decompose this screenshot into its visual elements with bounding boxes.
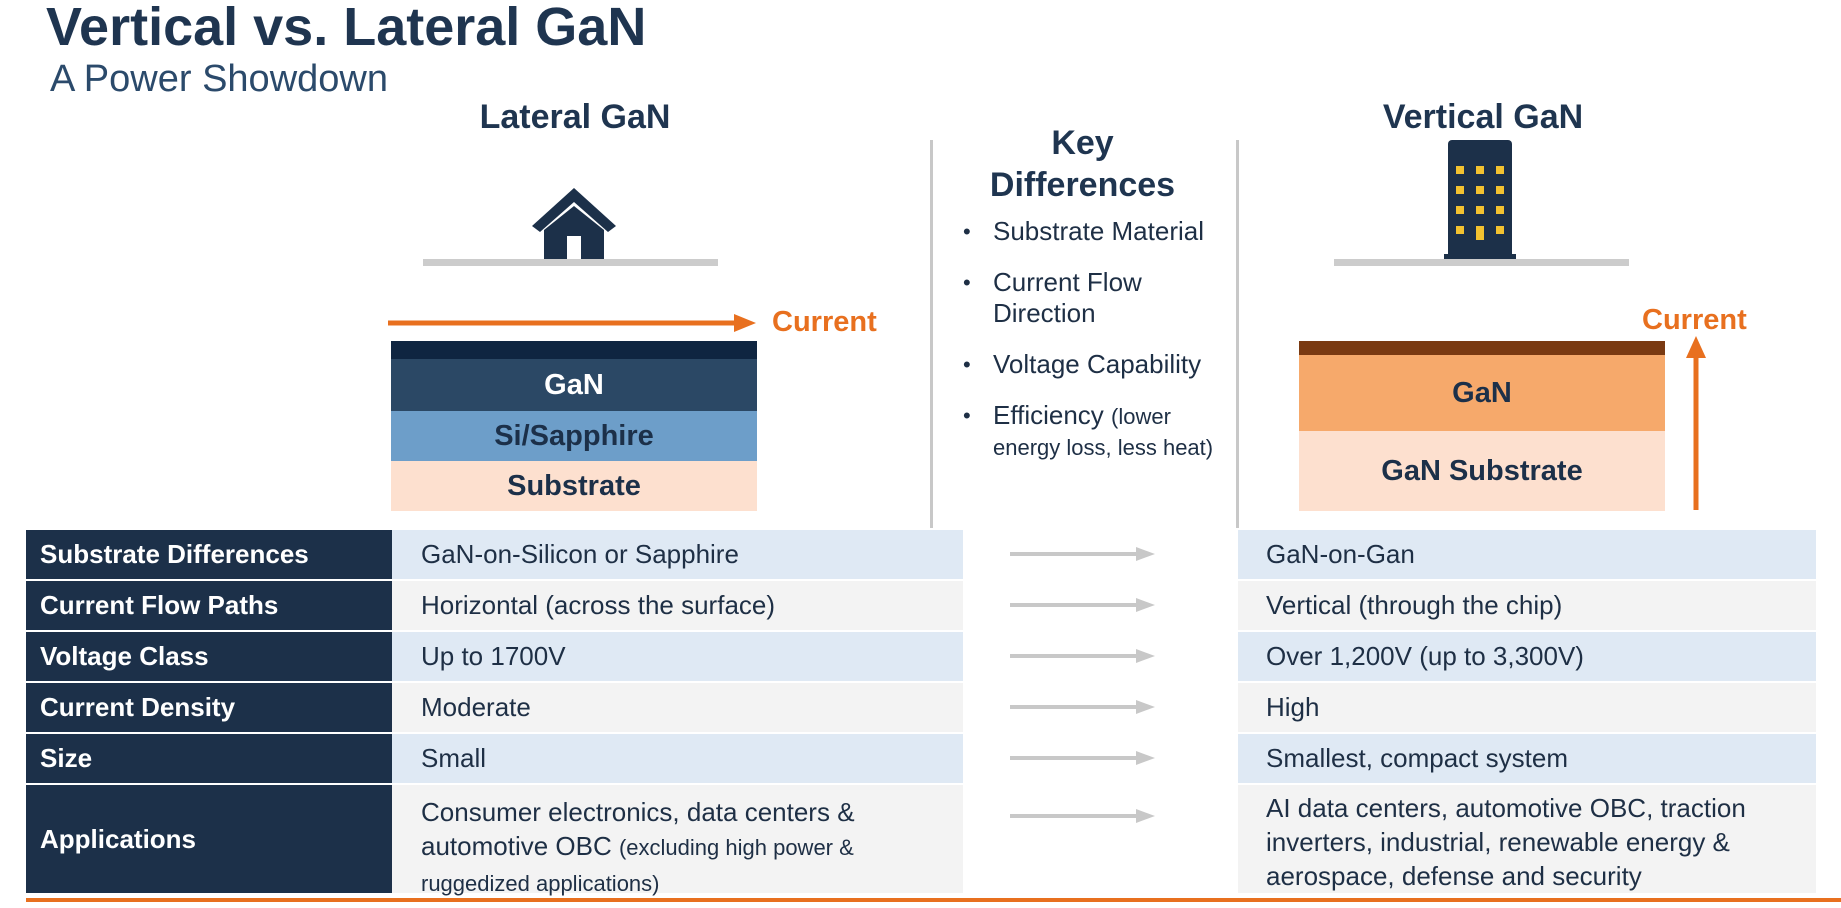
lateral-ground-line bbox=[423, 259, 718, 266]
key-difference-item-note: (lower energy loss, less heat) bbox=[993, 404, 1214, 460]
lateral-cell-note: (excluding high power & ruggedized appli… bbox=[421, 835, 854, 896]
lateral-heading: Lateral GaN bbox=[479, 98, 671, 136]
key-difference-item: Voltage Capability bbox=[963, 349, 1243, 380]
vertical-cell: Smallest, compact system bbox=[1238, 734, 1816, 783]
row-arrow-icon bbox=[1010, 809, 1155, 823]
bottom-rule bbox=[26, 898, 1841, 902]
lateral-cell: Horizontal (across the surface) bbox=[392, 581, 963, 630]
lateral-cell: Consumer electronics, data centers & aut… bbox=[392, 785, 963, 896]
lateral-si-sapphire-layer: Si/Sapphire bbox=[391, 411, 757, 461]
row-arrow-icon bbox=[1010, 547, 1155, 561]
vertical-substrate-layer: GaN Substrate bbox=[1299, 431, 1665, 511]
vertical-cell: Vertical (through the chip) bbox=[1238, 581, 1816, 630]
table-row: Applications Consumer electronics, data … bbox=[26, 785, 1816, 896]
table-row: Voltage Class Up to 1700V Over 1,200V (u… bbox=[26, 632, 1816, 681]
building-icon bbox=[1444, 140, 1516, 260]
page-subtitle: A Power Showdown bbox=[50, 58, 388, 100]
vertical-cell: AI data centers, automotive OBC, tractio… bbox=[1238, 785, 1816, 893]
vertical-top-metal-layer bbox=[1299, 341, 1665, 355]
lateral-layer-stack: GaN Si/Sapphire Substrate bbox=[391, 341, 757, 511]
lateral-gan-layer: GaN bbox=[391, 359, 757, 411]
lateral-substrate-layer: Substrate bbox=[391, 461, 757, 511]
row-label: Substrate Differences bbox=[26, 530, 404, 579]
table-row: Size Small Smallest, compact system bbox=[26, 734, 1816, 783]
lateral-cell: Moderate bbox=[392, 683, 963, 732]
lateral-cell: Up to 1700V bbox=[392, 632, 963, 681]
key-difference-item-label: Efficiency bbox=[993, 400, 1104, 430]
lateral-current-label: Current bbox=[772, 306, 877, 338]
table-row: Substrate Differences GaN-on-Silicon or … bbox=[26, 530, 1816, 579]
key-difference-item: Substrate Material bbox=[963, 216, 1243, 247]
lateral-current-arrow bbox=[388, 314, 756, 332]
row-arrow-icon bbox=[1010, 649, 1155, 663]
row-label: Applications bbox=[26, 785, 404, 893]
table-row: Current Density Moderate High bbox=[26, 683, 1816, 732]
vertical-current-label: Current bbox=[1642, 304, 1747, 336]
house-icon bbox=[532, 188, 616, 260]
vertical-cell: Over 1,200V (up to 3,300V) bbox=[1238, 632, 1816, 681]
vertical-heading: Vertical GaN bbox=[1382, 98, 1584, 136]
vertical-layer-stack: GaN GaN Substrate bbox=[1299, 341, 1665, 511]
divider-left bbox=[930, 140, 933, 528]
vertical-cell: High bbox=[1238, 683, 1816, 732]
key-differences-heading: Key Differences bbox=[989, 124, 1176, 204]
lateral-top-metal-layer bbox=[391, 341, 757, 359]
vertical-gan-layer: GaN bbox=[1299, 355, 1665, 431]
divider-right bbox=[1236, 140, 1239, 528]
lateral-cell: GaN-on-Silicon or Sapphire bbox=[392, 530, 963, 579]
lateral-cell-text: Consumer electronics, data centers & aut… bbox=[421, 797, 855, 861]
row-label: Current Flow Paths bbox=[26, 581, 404, 630]
lateral-cell: Small bbox=[392, 734, 963, 783]
vertical-ground-line bbox=[1334, 259, 1629, 266]
key-difference-item-efficiency: Efficiency (lower energy loss, less heat… bbox=[963, 400, 1243, 462]
key-difference-item: Current Flow Direction bbox=[963, 267, 1173, 329]
page-title: Vertical vs. Lateral GaN bbox=[46, 0, 647, 57]
vertical-cell: GaN-on-Gan bbox=[1238, 530, 1816, 579]
row-label: Current Density bbox=[26, 683, 404, 732]
row-arrow-icon bbox=[1010, 700, 1155, 714]
row-label: Size bbox=[26, 734, 404, 783]
row-arrow-icon bbox=[1010, 751, 1155, 765]
key-differences-list: Substrate Material Current Flow Directio… bbox=[963, 216, 1243, 482]
vertical-current-arrow bbox=[1686, 336, 1706, 510]
row-arrow-icon bbox=[1010, 598, 1155, 612]
table-row: Current Flow Paths Horizontal (across th… bbox=[26, 581, 1816, 630]
row-label: Voltage Class bbox=[26, 632, 404, 681]
